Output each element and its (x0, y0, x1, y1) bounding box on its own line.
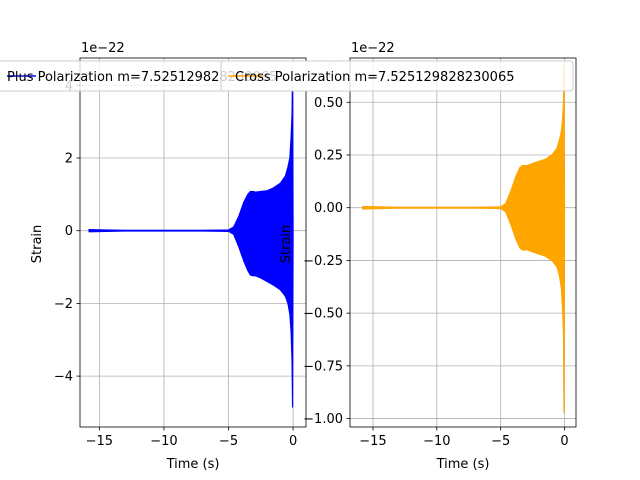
cross-plot-area (362, 63, 566, 413)
plus-y-tick-label: −4 (54, 370, 73, 385)
plus-legend-label: Plus Polarization m=7.525129828230065 (7, 70, 277, 85)
cross-y-tick-label: 0.50 (314, 96, 343, 111)
cross-legend: Cross Polarization m=7.525129828230065 (220, 60, 574, 92)
plus-x-tick-label: −5 (219, 434, 238, 449)
cross-axes-frame (349, 57, 577, 428)
cross-y-axis-label: Strain (279, 225, 294, 264)
plus-waveform-line (88, 66, 294, 408)
cross-x-tick-label: 0 (560, 434, 568, 449)
plus-x-tick-label: −10 (150, 434, 177, 449)
plus-x-axis-label: Time (s) (166, 457, 220, 472)
cross-x-ticks: −15 −10 −5 0 (359, 427, 569, 449)
cross-x-tick-label: −10 (423, 434, 450, 449)
plus-axes-frame (79, 57, 307, 428)
cross-y-tick-label: −1.00 (303, 412, 343, 427)
cross-legend-frame (220, 60, 574, 92)
cross-y-ticks: −1.00 −0.75 −0.50 −0.25 0.00 0.25 0.50 (303, 96, 350, 427)
cross-y-offset-text: 1e−22 (351, 41, 395, 56)
plus-x-ticks: −15 −10 −5 0 (86, 427, 297, 449)
plus-y-offset-text: 1e−22 (81, 41, 125, 56)
cross-x-tick-label: −5 (491, 434, 510, 449)
plus-y-tick-label: 2 (65, 151, 73, 166)
cross-x-tick-label: −15 (359, 434, 386, 449)
cross-x-axis-label: Time (s) (436, 457, 490, 472)
cross-y-tick-label: −0.50 (303, 307, 343, 322)
plus-plot-area (88, 66, 294, 408)
cross-polarization-axes: −15 −10 −5 0 −1.00 −0.75 −0.50 −0.25 0.00 0.25 0.… (279, 41, 577, 472)
cross-y-tick-label: 0.25 (314, 148, 343, 163)
cross-legend-label: Cross Polarization m=7.525129828230065 (235, 70, 514, 85)
cross-waveform-line (362, 63, 566, 413)
plus-x-tick-label: 0 (289, 434, 297, 449)
plus-y-axis-label: Strain (30, 225, 45, 264)
cross-y-tick-label: −0.75 (303, 359, 343, 374)
plus-x-tick-label: −15 (86, 434, 113, 449)
plus-y-ticks: −4−2024 (54, 79, 80, 385)
plus-y-tick-label: −2 (54, 297, 73, 312)
plus-y-tick-label: 0 (65, 224, 73, 239)
cross-y-tick-label: 0.00 (314, 201, 343, 216)
cross-y-tick-label: −0.25 (303, 254, 343, 269)
